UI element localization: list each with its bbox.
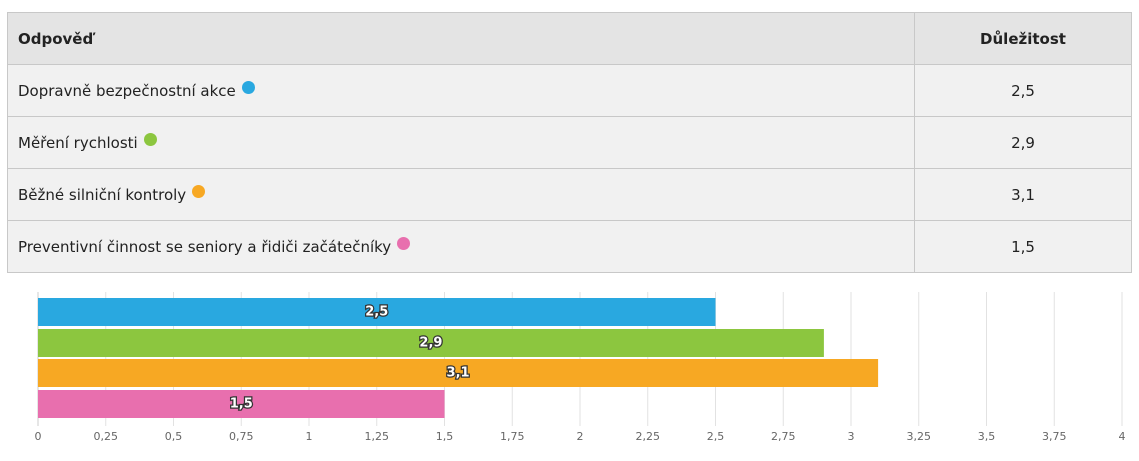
x-tick-label: 3,25 xyxy=(907,430,932,443)
answer-text: Preventivní činnost se seniory a řidiči … xyxy=(18,238,392,256)
bar xyxy=(38,298,716,326)
cell: Běžné silniční kontroly xyxy=(7,168,915,221)
chart: 0 0,25 0,5 0,75 1 1,25 1,5 1,75 2 2,25 2,5 2,75 3 3,2… xyxy=(35,292,1126,443)
table-body: Dopravně bezpečnostní akce 2,5 Měření rych… xyxy=(7,64,1132,273)
x-tick-label: 2,5 xyxy=(707,430,725,443)
x-tick-label: 3,75 xyxy=(1042,430,1067,443)
cell: Dopravně bezpečnostní akce xyxy=(7,64,915,117)
x-tick-label: 2 xyxy=(577,430,584,443)
cell: 2,5 xyxy=(914,64,1132,117)
answer-text: Dopravně bezpečnostní akce xyxy=(18,82,236,100)
header-cell: Odpověď xyxy=(7,12,915,65)
table: Odpověď Důležitost Dopravně bezpečnostní… xyxy=(7,12,1132,273)
answer-text: Měření rychlosti xyxy=(18,134,138,152)
legend-dot xyxy=(143,133,157,146)
cell: Preventivní činnost se seniory a řidiči … xyxy=(7,220,915,273)
cell: 3,1 xyxy=(914,168,1132,221)
x-tick-label: 1,25 xyxy=(365,430,390,443)
row: Dopravně bezpečnostní akce 2,5 xyxy=(7,64,1132,117)
x-tick-label: 2,25 xyxy=(636,430,661,443)
x-tick-label: 0,75 xyxy=(229,430,254,443)
legend-dot xyxy=(397,237,411,250)
row: Běžné silniční kontroly 3,1 xyxy=(7,168,1132,221)
x-tick-label: 1,5 xyxy=(436,430,454,443)
bar xyxy=(38,390,445,418)
x-tick-label: 0,25 xyxy=(94,430,119,443)
value-label: 1,5 xyxy=(230,397,253,412)
legend-dot xyxy=(192,185,206,198)
row: Měření rychlosti 2,9 xyxy=(7,116,1132,169)
cell: Měření rychlosti xyxy=(7,116,915,169)
value-label: 2,9 xyxy=(419,336,442,351)
x-tick-label: 3,5 xyxy=(978,430,996,443)
x-tick-label: 0,5 xyxy=(165,430,183,443)
value-label: 3,1 xyxy=(447,366,470,381)
cell: 2,9 xyxy=(914,116,1132,169)
legend-dot xyxy=(241,81,255,94)
header-row: Odpověď Důležitost xyxy=(7,12,1132,65)
x-tick-label: 3 xyxy=(848,430,855,443)
x-tick-label: 0 xyxy=(35,430,42,443)
header-cell: Důležitost xyxy=(914,12,1132,65)
row: Preventivní činnost se seniory a řidiči … xyxy=(7,220,1132,273)
x-tick-label: 4 xyxy=(1119,430,1126,443)
x-tick-label: 1 xyxy=(306,430,313,443)
x-tick-label: 2,75 xyxy=(771,430,796,443)
bar xyxy=(38,359,879,387)
cell: 1,5 xyxy=(914,220,1132,273)
answer-text: Běžné silniční kontroly xyxy=(18,186,187,204)
value-label: 2,5 xyxy=(365,305,388,320)
x-tick-label: 1,75 xyxy=(500,430,525,443)
bar xyxy=(38,329,824,357)
